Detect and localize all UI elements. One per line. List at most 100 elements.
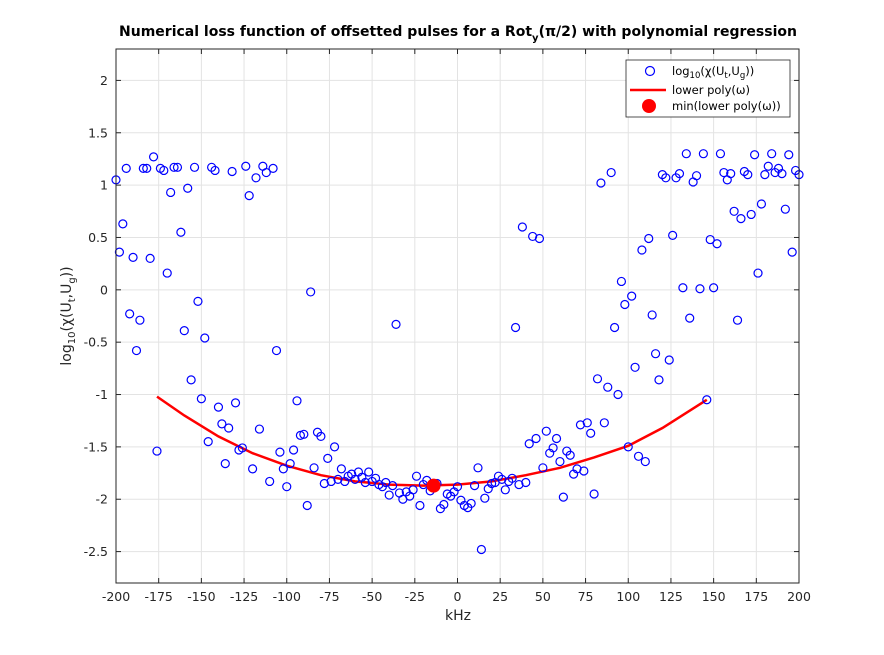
scatter-point — [189, 162, 200, 172]
scatter-point — [265, 476, 275, 487]
scatter-point — [524, 439, 534, 449]
scatter-point — [575, 420, 586, 430]
x-tick-label: 200 — [787, 589, 811, 604]
x-tick-label: -25 — [405, 589, 425, 604]
scatter-point — [469, 481, 480, 491]
x-tick-label: 125 — [659, 589, 683, 604]
scatter-point — [674, 169, 685, 179]
scatter-point — [148, 152, 159, 162]
y-tick-label: -2 — [96, 492, 108, 507]
scatter-point — [316, 431, 326, 442]
scatter-point — [172, 162, 183, 172]
x-tick-label: 175 — [744, 589, 768, 604]
scatter-point — [145, 253, 155, 264]
scatter-point — [278, 464, 288, 474]
legend-dot-marker — [642, 99, 656, 113]
legend-circle-marker — [644, 65, 656, 77]
scatter-point — [220, 459, 230, 469]
scatter-point — [466, 498, 476, 509]
x-tick-label: -50 — [362, 589, 382, 604]
scatter-point — [609, 322, 620, 333]
scatter-point — [630, 362, 640, 372]
scatter-point — [668, 230, 678, 240]
scatter-point — [538, 463, 548, 473]
scatter-point — [623, 442, 633, 452]
scatter-point — [753, 268, 763, 278]
scatter-point — [326, 476, 336, 487]
x-tick-label: 25 — [492, 589, 508, 604]
x-axis-title: kHz — [445, 608, 471, 624]
scatter-point — [217, 419, 227, 429]
scatter-point — [237, 443, 247, 453]
scatter-point — [282, 482, 292, 492]
scatter-point — [336, 464, 346, 474]
scatter-point — [227, 166, 237, 177]
scatter-point — [664, 355, 674, 365]
scatter-point — [299, 429, 309, 439]
scatter-point — [384, 490, 394, 500]
x-tick-label: 50 — [535, 589, 551, 604]
poly-line — [156, 395, 708, 487]
scatter-point — [510, 322, 521, 333]
scatter-point — [572, 464, 582, 474]
y-tick-label: 1.5 — [88, 125, 108, 140]
scatter-point — [695, 284, 705, 294]
scatter-point — [319, 478, 329, 489]
scatter-point — [411, 471, 422, 481]
scatter-point — [439, 499, 449, 510]
scatter-layer — [111, 149, 804, 555]
scatter-point — [603, 382, 613, 392]
scatter-point — [579, 466, 589, 476]
y-tick-label: 0 — [100, 282, 108, 297]
scatter-point — [681, 149, 691, 159]
scatter-point — [193, 296, 203, 306]
scatter-point — [350, 474, 360, 484]
x-tick-label: -150 — [187, 589, 215, 604]
scatter-point — [767, 149, 777, 159]
scatter-point — [244, 190, 254, 201]
scatter-point — [128, 252, 138, 262]
scatter-point — [408, 485, 418, 495]
scatter-point — [691, 171, 702, 181]
scatter-point — [388, 481, 398, 491]
scatter-point — [736, 214, 746, 224]
scatter-point — [514, 479, 524, 490]
scatter-point — [760, 170, 770, 180]
scatter-point — [746, 209, 756, 220]
scatter-point — [176, 227, 186, 237]
scatter-point — [685, 313, 695, 323]
scatter-point — [169, 162, 179, 172]
scatter-point — [159, 165, 169, 176]
scatter-point — [251, 173, 261, 183]
scatter-point — [125, 309, 135, 319]
scatter-point — [121, 163, 131, 173]
scatter-point — [719, 167, 729, 178]
scatter-point — [142, 163, 152, 173]
scatter-point — [756, 199, 767, 209]
scatter-point — [415, 500, 425, 511]
scatter-point — [261, 167, 271, 178]
x-tick-label: -75 — [319, 589, 339, 604]
scatter-point — [589, 489, 599, 499]
scatter-point — [196, 394, 206, 404]
scatter-point — [712, 239, 722, 249]
scatter-point — [292, 396, 302, 406]
scatter-point — [613, 389, 623, 400]
scatter-point — [391, 319, 401, 329]
scatter-point — [271, 345, 282, 356]
scatter-point — [268, 163, 278, 173]
scatter-point — [183, 183, 193, 193]
y-tick-label: -1 — [96, 387, 108, 402]
scatter-point — [452, 482, 463, 492]
y-tick-label: -0.5 — [84, 335, 108, 350]
scatter-point — [715, 149, 726, 159]
scatter-point — [521, 477, 531, 488]
x-tick-label: -175 — [145, 589, 173, 604]
scatter-point — [726, 169, 736, 179]
scatter-point — [517, 222, 527, 232]
scatter-point — [135, 315, 145, 325]
scatter-point — [709, 283, 719, 293]
scatter-point — [186, 375, 196, 385]
scatter-point — [592, 374, 603, 384]
scatter-point — [650, 349, 661, 359]
